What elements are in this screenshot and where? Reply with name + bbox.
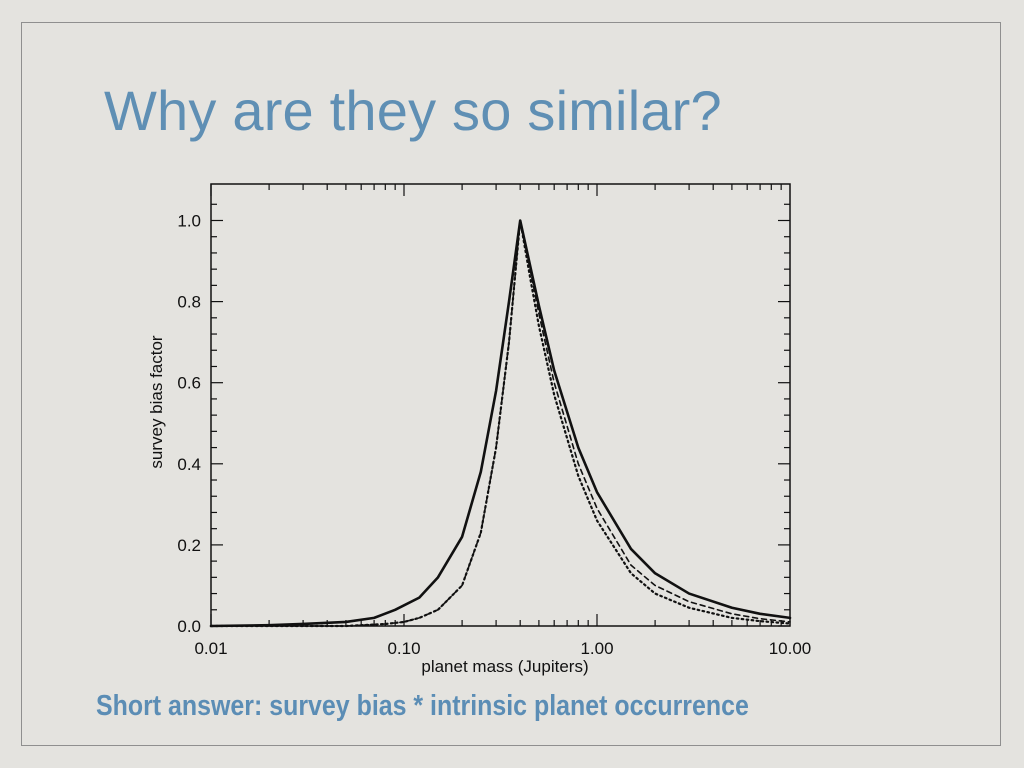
y-tick-label: 1.0 bbox=[177, 211, 201, 230]
x-tick-label: 10.00 bbox=[769, 639, 812, 658]
plot-area bbox=[210, 183, 791, 627]
x-tick-label: 1.00 bbox=[580, 639, 613, 658]
y-tick-label: 0.0 bbox=[177, 617, 201, 636]
tick-labels: 0.01 0.10 1.00 10.00 0.0 0.2 0.4 0.6 0.8 1.0 bbox=[177, 211, 811, 658]
y-tick-label: 0.6 bbox=[177, 374, 201, 393]
y-axis-label: survey bias factor bbox=[147, 335, 166, 469]
y-tick-label: 0.2 bbox=[177, 536, 201, 555]
short-answer: Short answer: survey bias * intrinsic pl… bbox=[96, 690, 749, 722]
slide-title: Why are they so similar? bbox=[104, 79, 722, 142]
series-line-dotted bbox=[209, 219, 792, 628]
x-tick-label: 0.10 bbox=[387, 639, 420, 658]
series-group bbox=[209, 219, 792, 628]
x-tick-label: 0.01 bbox=[194, 639, 227, 658]
x-axis-label: planet mass (Jupiters) bbox=[421, 657, 588, 676]
tick-marks bbox=[210, 184, 790, 627]
y-tick-label: 0.8 bbox=[177, 293, 201, 312]
slide-frame bbox=[21, 22, 1001, 746]
series-line-solid bbox=[209, 219, 792, 628]
y-tick-label: 0.4 bbox=[177, 455, 201, 474]
series-line-dashed bbox=[210, 219, 791, 627]
